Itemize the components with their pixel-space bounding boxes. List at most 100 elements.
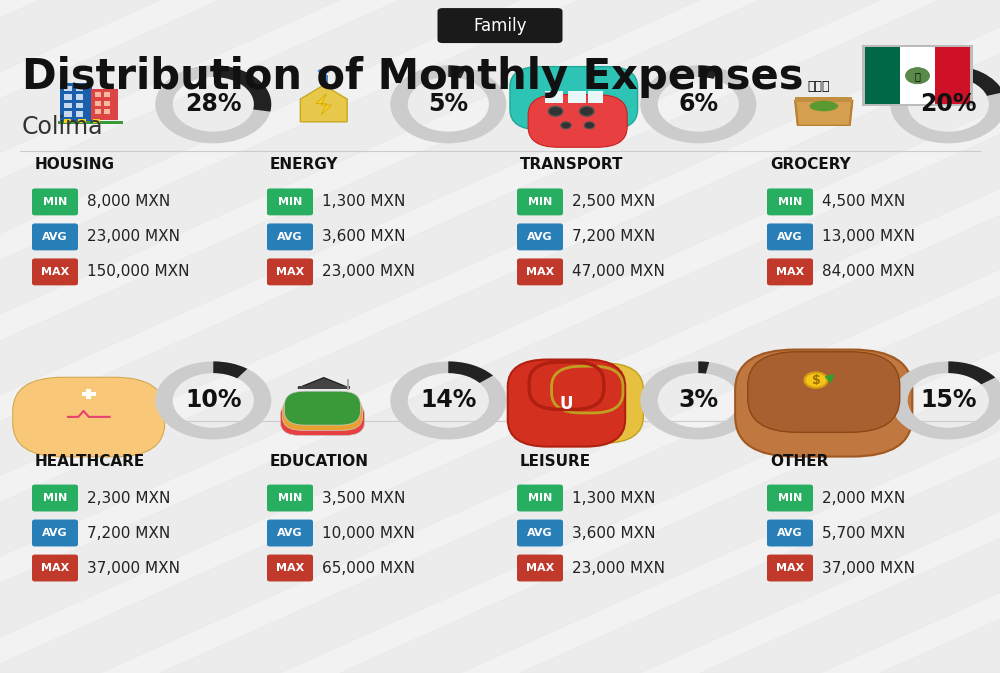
Wedge shape [890, 361, 1000, 439]
Text: MAX: MAX [41, 563, 69, 573]
Text: 65,000 MXN: 65,000 MXN [322, 561, 415, 575]
Bar [78, 119, 86, 122]
Text: MAX: MAX [276, 563, 304, 573]
Text: U: U [559, 395, 573, 413]
Text: MAX: MAX [41, 267, 69, 277]
Text: 37,000 MXN: 37,000 MXN [87, 561, 180, 575]
Bar [95, 109, 101, 114]
Wedge shape [213, 361, 247, 378]
Bar [935, 47, 970, 104]
FancyBboxPatch shape [267, 485, 313, 511]
FancyBboxPatch shape [517, 555, 563, 581]
FancyBboxPatch shape [267, 223, 313, 250]
FancyBboxPatch shape [767, 223, 813, 250]
Polygon shape [68, 392, 110, 417]
Circle shape [318, 69, 323, 73]
Circle shape [906, 68, 930, 84]
Text: 2,500 MXN: 2,500 MXN [572, 194, 655, 209]
Bar [95, 92, 101, 98]
FancyBboxPatch shape [267, 188, 313, 215]
Wedge shape [448, 361, 493, 383]
Ellipse shape [809, 101, 838, 111]
Bar [64, 119, 71, 122]
Text: 1,300 MXN: 1,300 MXN [572, 491, 655, 505]
Text: HEALTHCARE: HEALTHCARE [35, 454, 145, 468]
Text: HOUSING: HOUSING [35, 157, 115, 172]
FancyBboxPatch shape [13, 378, 165, 457]
Text: 23,000 MXN: 23,000 MXN [87, 229, 180, 244]
Bar [588, 92, 603, 102]
Wedge shape [390, 361, 506, 439]
Wedge shape [698, 361, 709, 374]
Bar [862, 45, 973, 106]
Text: AVG: AVG [527, 528, 553, 538]
Bar [95, 101, 101, 106]
Text: AVG: AVG [42, 232, 68, 242]
Bar [76, 102, 83, 108]
FancyBboxPatch shape [32, 188, 78, 215]
Text: 47,000 MXN: 47,000 MXN [572, 264, 665, 279]
Text: MAX: MAX [276, 267, 304, 277]
FancyBboxPatch shape [528, 95, 627, 147]
Text: 150,000 MXN: 150,000 MXN [87, 264, 190, 279]
Bar [64, 85, 72, 92]
Text: AVG: AVG [277, 528, 303, 538]
Bar [104, 109, 110, 114]
Text: $: $ [812, 374, 820, 386]
Circle shape [324, 69, 330, 73]
Text: MIN: MIN [278, 197, 302, 207]
Text: AVG: AVG [42, 528, 68, 538]
FancyBboxPatch shape [517, 258, 563, 285]
Text: 3,500 MXN: 3,500 MXN [322, 491, 405, 505]
FancyBboxPatch shape [735, 349, 912, 456]
FancyBboxPatch shape [536, 363, 643, 443]
Circle shape [561, 122, 571, 129]
Bar [60, 83, 92, 124]
FancyBboxPatch shape [282, 396, 362, 430]
Text: OTHER: OTHER [770, 454, 828, 468]
Wedge shape [390, 65, 506, 143]
Text: MIN: MIN [528, 493, 552, 503]
Text: 5%: 5% [428, 92, 468, 116]
Text: AVG: AVG [777, 232, 803, 242]
Text: 2,300 MXN: 2,300 MXN [87, 491, 170, 505]
Text: 3,600 MXN: 3,600 MXN [322, 229, 406, 244]
Text: MAX: MAX [776, 267, 804, 277]
Text: Distribution of Monthly Expenses: Distribution of Monthly Expenses [22, 57, 804, 98]
Wedge shape [948, 65, 1000, 96]
Text: 20%: 20% [920, 92, 977, 116]
Text: 3%: 3% [678, 388, 718, 413]
Text: MAX: MAX [526, 563, 554, 573]
Text: 10%: 10% [185, 388, 242, 413]
Bar [91, 89, 118, 120]
FancyBboxPatch shape [510, 67, 638, 130]
FancyBboxPatch shape [32, 520, 78, 546]
Bar [320, 75, 328, 85]
Bar [76, 94, 83, 100]
FancyBboxPatch shape [517, 520, 563, 546]
Circle shape [584, 122, 595, 129]
Text: MIN: MIN [528, 197, 552, 207]
FancyBboxPatch shape [32, 258, 78, 285]
FancyBboxPatch shape [267, 555, 313, 581]
Text: LEISURE: LEISURE [520, 454, 591, 468]
Bar [795, 98, 852, 102]
FancyBboxPatch shape [517, 485, 563, 511]
FancyBboxPatch shape [32, 223, 78, 250]
Polygon shape [300, 85, 347, 122]
FancyBboxPatch shape [767, 188, 813, 215]
Text: AVG: AVG [527, 232, 553, 242]
Wedge shape [155, 361, 271, 439]
Text: MIN: MIN [43, 493, 67, 503]
Text: 23,000 MXN: 23,000 MXN [572, 561, 665, 575]
Text: MIN: MIN [278, 493, 302, 503]
Text: 10,000 MXN: 10,000 MXN [322, 526, 415, 540]
Bar [104, 101, 110, 106]
Text: Colima: Colima [22, 114, 104, 139]
Text: 7,200 MXN: 7,200 MXN [87, 526, 170, 540]
Text: 84,000 MXN: 84,000 MXN [822, 264, 915, 279]
FancyBboxPatch shape [767, 258, 813, 285]
Text: Family: Family [473, 17, 527, 34]
Wedge shape [213, 65, 271, 112]
Wedge shape [640, 65, 756, 143]
